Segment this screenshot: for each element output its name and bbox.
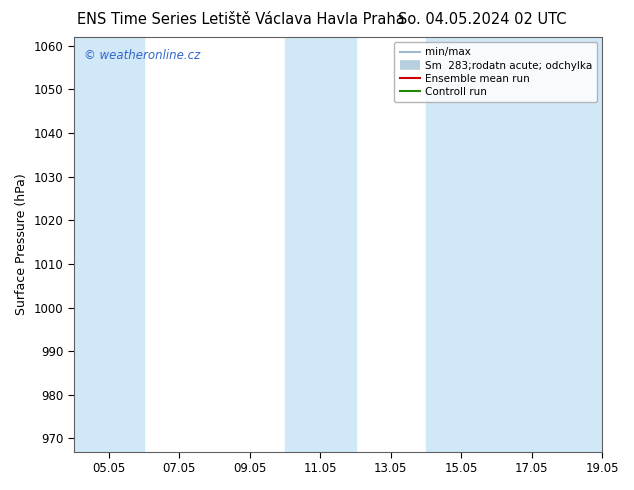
Bar — [285, 37, 356, 452]
Bar — [426, 37, 567, 452]
Bar — [567, 37, 602, 452]
Bar — [74, 37, 144, 452]
Text: © weatheronline.cz: © weatheronline.cz — [84, 49, 200, 63]
Y-axis label: Surface Pressure (hPa): Surface Pressure (hPa) — [15, 173, 28, 315]
Text: ENS Time Series Letiště Václava Havla Praha: ENS Time Series Letiště Václava Havla Pr… — [77, 12, 404, 27]
Text: So. 04.05.2024 02 UTC: So. 04.05.2024 02 UTC — [398, 12, 566, 27]
Legend: min/max, Sm  283;rodatn acute; odchylka, Ensemble mean run, Controll run: min/max, Sm 283;rodatn acute; odchylka, … — [394, 42, 597, 102]
